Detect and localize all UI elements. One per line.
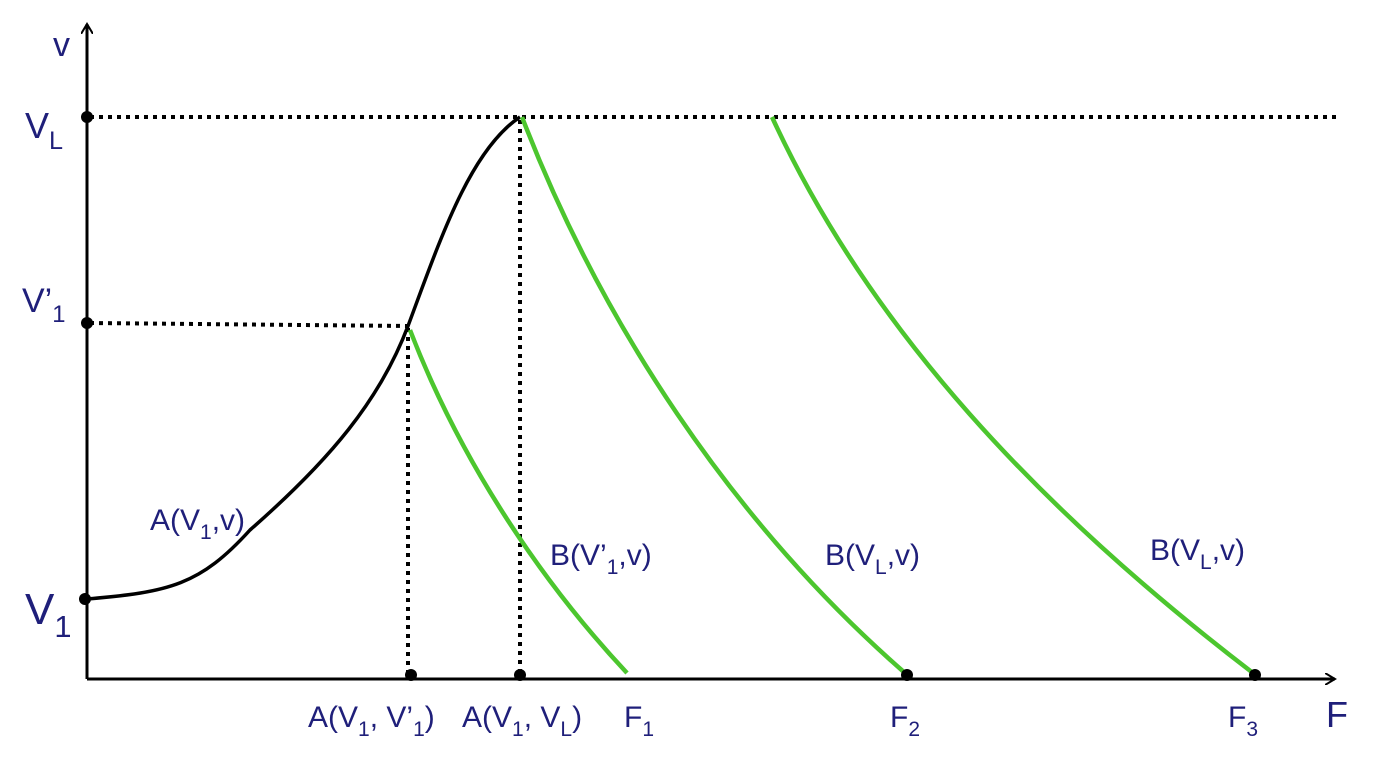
text-part: A(V [308,701,358,734]
text-part: ,v) [1212,534,1245,567]
axes [87,24,1335,679]
point [79,593,91,605]
subscript: 1 [200,521,212,544]
x-label: F2 [890,701,920,741]
text-part: A(V [150,504,200,537]
text-part: A(V [462,701,512,734]
x-label: F1 [624,701,654,741]
level: V’1 [22,282,65,328]
x-label: A(V1, VL) [462,701,582,741]
curve-a [86,115,521,601]
point [81,317,93,329]
level: VL [25,105,63,155]
text-part: ) [425,701,435,734]
subscript: L [560,718,572,741]
point [514,669,526,681]
text-part: ) [572,701,582,734]
curve-b [519,116,907,675]
curve-label: B(V’1,v) [550,539,652,579]
point [1249,669,1261,681]
text-part: V’ [22,282,52,320]
point [901,669,913,681]
curve-label: B(VL,v) [1150,534,1245,574]
text-part: ,v) [618,539,651,572]
text-part: , V’ [370,701,413,734]
subscript: 1 [54,609,71,644]
points [79,111,1261,681]
subscript: L [49,127,63,155]
level: V1 [25,585,72,644]
x-label: A(V1, V’1) [308,701,435,741]
curves-b [407,116,1255,675]
text-part: V [25,585,55,634]
subscript: 1 [52,301,65,328]
x-label: F3 [1228,701,1258,741]
text-part: F [1228,701,1246,734]
text-part: ,v) [212,504,245,537]
curve-b [407,329,629,675]
subscript: 1 [642,718,654,741]
subscript: 1 [607,556,619,579]
subscript: 2 [908,718,920,741]
text-part: , V [524,701,561,734]
text-part: ,v) [887,539,920,572]
text-part: B(V [825,539,875,572]
text-part: B(V’ [550,539,607,572]
subscript: L [875,556,887,579]
subscript: 1 [413,718,425,741]
subscript: 1 [358,718,370,741]
point [405,669,417,681]
curve-label: A(V1,v) [150,504,245,544]
text-part: B(V [1150,534,1200,567]
curve-b [769,116,1255,675]
text-part: V [25,105,49,146]
guides [89,115,1340,675]
point [81,111,93,123]
subscript: 1 [512,718,524,741]
guide-line [89,321,409,328]
x-axis-label: F [1326,694,1348,735]
text-part: F [624,701,642,734]
text-part: F [890,701,908,734]
curve-label: B(VL,v) [825,539,920,579]
subscript: L [1200,551,1212,574]
y-axis-label: v [53,26,70,64]
subscript: 3 [1246,718,1258,741]
